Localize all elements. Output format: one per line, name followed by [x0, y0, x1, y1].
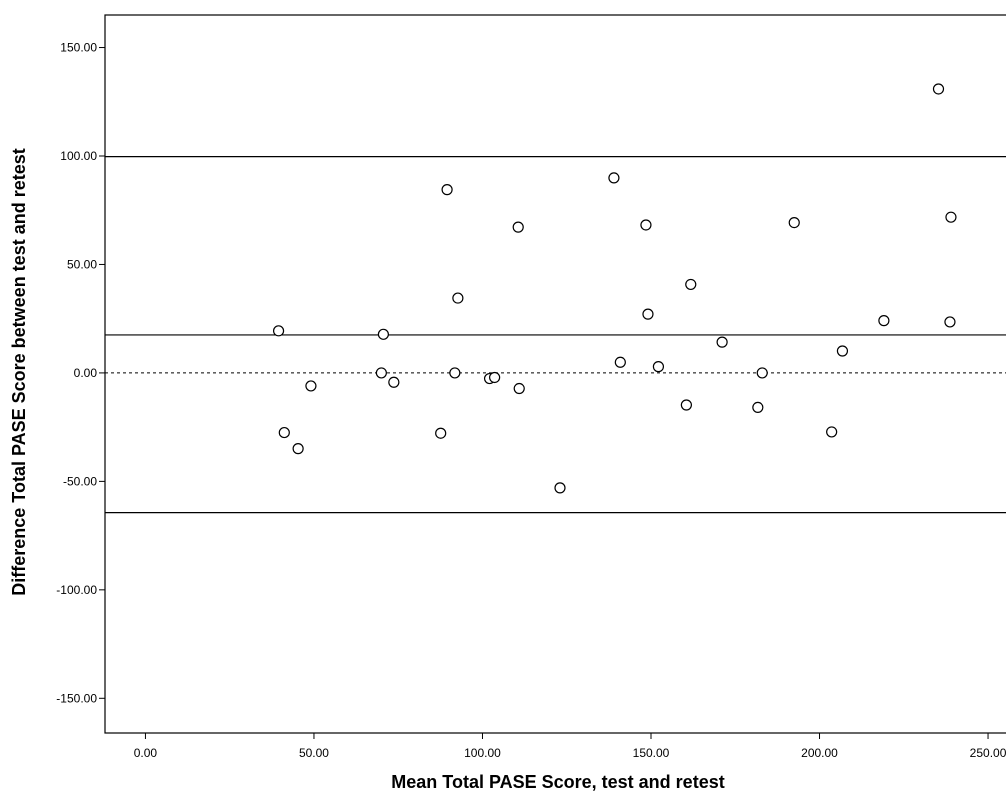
data-point	[608, 172, 620, 184]
y-tick-label: 50.00	[67, 257, 97, 271]
y-tick-label: -150.00	[56, 691, 97, 705]
data-point	[375, 367, 387, 379]
data-point	[292, 443, 304, 455]
data-point	[652, 361, 665, 373]
data-point	[512, 221, 524, 233]
reference-lines	[105, 156, 1006, 514]
x-axis: 0.00 50.00 100.00 150.00 200.00 250.00	[134, 733, 1006, 760]
data-point	[640, 219, 652, 231]
data-point	[642, 308, 654, 320]
data-point	[932, 83, 945, 95]
data-point	[449, 367, 461, 379]
data-point	[788, 216, 800, 229]
y-tick-label: 0.00	[74, 366, 98, 380]
y-tick-label: -50.00	[63, 474, 97, 488]
data-point	[435, 427, 447, 439]
data-point	[278, 426, 290, 439]
data-point	[756, 367, 768, 379]
x-tick-label: 0.00	[134, 746, 158, 760]
data-point	[752, 401, 764, 414]
y-tick-label: -100.00	[56, 583, 97, 597]
data-point	[272, 325, 285, 337]
data-points	[272, 83, 957, 494]
data-point	[441, 184, 453, 196]
data-point	[878, 315, 890, 327]
x-tick-label: 100.00	[464, 746, 501, 760]
x-tick-label: 150.00	[633, 746, 670, 760]
y-tick-label: 100.00	[60, 149, 97, 163]
data-point	[305, 380, 317, 392]
data-point	[826, 426, 838, 438]
data-point	[489, 371, 501, 384]
y-tick-label: 150.00	[60, 41, 97, 55]
x-axis-title: Mean Total PASE Score, test and retest	[391, 772, 724, 792]
plot-frame	[104, 14, 1006, 734]
data-point	[377, 328, 389, 340]
data-point	[944, 316, 956, 328]
data-point	[680, 399, 692, 411]
data-point	[513, 382, 525, 395]
data-point	[716, 336, 728, 348]
x-tick-label: 250.00	[970, 746, 1006, 760]
data-point	[685, 278, 697, 291]
y-axis: 150.00 100.00 50.00 0.00 -50.00 -100.00 -150.0…	[56, 41, 105, 705]
data-point	[945, 211, 957, 223]
data-point	[452, 292, 464, 304]
data-point	[388, 376, 400, 388]
data-point	[836, 345, 849, 357]
x-tick-label: 50.00	[299, 746, 329, 760]
data-point	[614, 356, 626, 368]
y-axis-title: Difference Total PASE Score between test…	[9, 148, 29, 595]
x-tick-label: 200.00	[801, 746, 838, 760]
data-point	[554, 482, 566, 494]
